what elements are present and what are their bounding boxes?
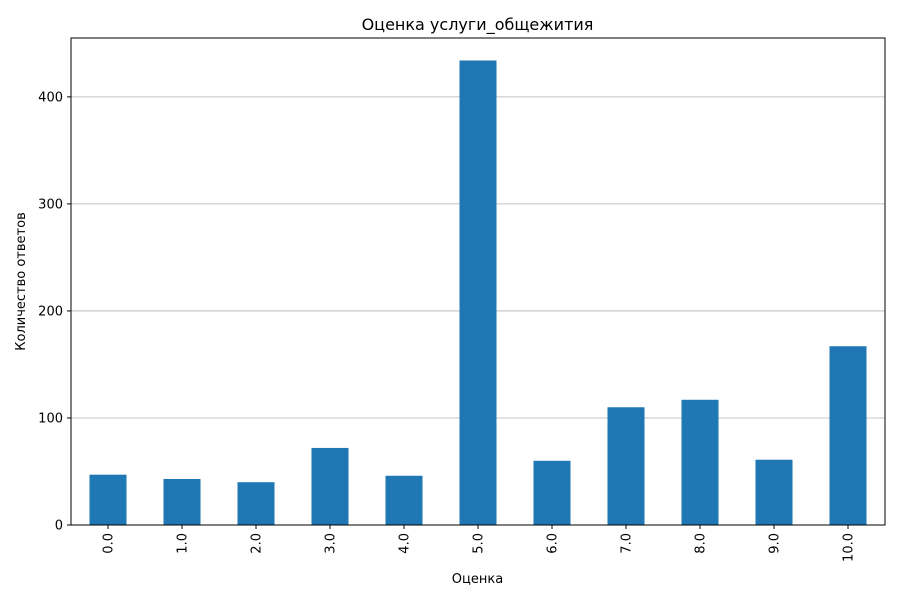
y-tick-label: 200: [38, 304, 63, 319]
bar-4.0: [385, 475, 423, 525]
x-tick-label: 1.0: [176, 533, 191, 554]
bar-0.0: [89, 474, 127, 525]
x-tick-label: 10.0: [842, 533, 857, 562]
bar-8.0: [681, 399, 719, 525]
x-tick-label: 7.0: [620, 533, 635, 554]
bar-1.0: [163, 478, 201, 525]
x-tick-label: 3.0: [324, 533, 339, 554]
bar-9.0: [755, 459, 793, 525]
y-tick-label: 300: [38, 197, 63, 212]
x-tick-label: 8.0: [694, 533, 709, 554]
y-axis-ticks: 0 100 200 300 400: [38, 90, 71, 534]
chart-title: Оценка услуги_общежития: [362, 15, 594, 35]
bar-7.0: [607, 407, 645, 525]
x-axis-ticks: 0.0 1.0 2.0 3.0 4.0 5.0 6.0 7.0 8.0 9.0 10.0: [102, 525, 857, 562]
x-tick-label: 9.0: [768, 533, 783, 554]
x-axis-label: Оценка: [452, 572, 503, 587]
y-tick-label: 100: [38, 411, 63, 426]
bar-10.0: [829, 346, 867, 525]
y-tick-label: 0: [55, 519, 63, 534]
y-tick-label: 400: [38, 90, 63, 105]
x-tick-label: 4.0: [398, 533, 413, 554]
x-tick-label: 2.0: [250, 533, 265, 554]
bars: [89, 60, 867, 525]
bar-3.0: [311, 447, 349, 525]
y-axis-label: Количество ответов: [14, 212, 29, 350]
x-tick-label: 5.0: [472, 533, 487, 554]
bar-2.0: [237, 482, 275, 525]
x-tick-label: 0.0: [102, 533, 117, 554]
bar-6.0: [533, 460, 571, 525]
bar-5.0: [459, 60, 497, 525]
x-tick-label: 6.0: [546, 533, 561, 554]
